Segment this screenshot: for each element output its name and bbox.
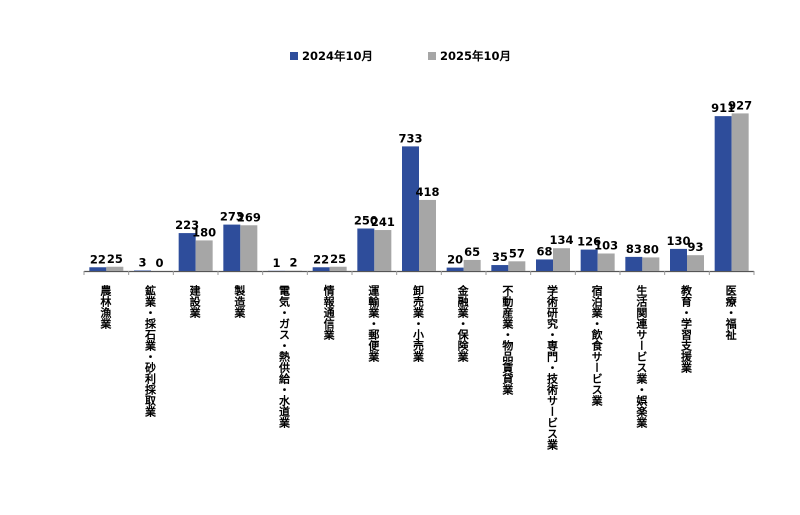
legend-swatch (428, 52, 436, 60)
bar (374, 230, 391, 271)
category-label: 医療・福祉 (724, 285, 738, 341)
data-label: 134 (549, 233, 573, 247)
category-label: 電気・ガス・熱供給・水道業 (278, 285, 292, 429)
data-label: 83 (626, 242, 642, 256)
bar (89, 267, 106, 271)
bar (313, 267, 330, 271)
bar (715, 116, 732, 271)
category-label: 情報通信業 (322, 284, 336, 341)
data-label: 93 (687, 240, 703, 254)
bar (553, 248, 570, 271)
data-label: 20 (447, 253, 463, 267)
data-label: 35 (492, 250, 508, 264)
data-label: 1 (272, 256, 280, 270)
category-label: 鉱業・採石業・砂利採取業 (144, 284, 158, 418)
bar (625, 257, 642, 271)
bar (240, 225, 257, 271)
legend-label: 2024年10月 (302, 49, 373, 63)
data-label: 25 (107, 252, 123, 266)
category-label: 不動産業・物品賃貸業 (501, 285, 515, 396)
data-label: 733 (398, 131, 422, 145)
bar (536, 259, 553, 271)
data-label: 0 (155, 256, 163, 270)
data-label: 269 (237, 210, 261, 224)
legend-label: 2025年10月 (440, 49, 511, 63)
bar (642, 257, 659, 271)
bar (106, 267, 123, 271)
bar (508, 261, 525, 271)
data-label: 103 (594, 238, 618, 252)
data-label: 241 (371, 215, 395, 229)
category-label: 金融業・保険業 (456, 284, 470, 363)
data-label: 57 (509, 246, 525, 260)
data-label: 22 (90, 252, 106, 266)
bar (491, 265, 508, 271)
bar (330, 267, 347, 271)
category-label: 運輸業・郵便業 (367, 285, 381, 363)
bar (402, 146, 419, 271)
bar (687, 255, 704, 271)
data-label: 2 (289, 256, 297, 270)
category-label: 教育・学習支援業 (680, 284, 694, 374)
bar (196, 240, 213, 271)
data-label: 25 (330, 252, 346, 266)
category-label: 農林漁業 (99, 284, 113, 330)
data-label: 3 (138, 255, 146, 269)
bar (598, 253, 615, 271)
bar (732, 113, 749, 271)
data-label: 180 (192, 225, 216, 239)
data-label: 22 (313, 252, 329, 266)
bar (223, 225, 240, 271)
bar (447, 268, 464, 271)
data-label: 80 (643, 242, 659, 256)
category-label: 製造業 (233, 284, 247, 319)
bar (464, 260, 481, 271)
category-label: 宿泊業・飲食サービス業 (590, 284, 604, 407)
bar (134, 270, 151, 271)
category-label: 卸売業・小売業 (412, 284, 426, 363)
bar (419, 200, 436, 271)
category-label: 学術研究・専門・技術サービス業 (546, 284, 560, 451)
bar (357, 229, 374, 272)
legend-swatch (290, 52, 298, 60)
data-label: 65 (464, 245, 480, 259)
bar (581, 250, 598, 271)
bar (670, 249, 687, 271)
data-label: 927 (728, 98, 752, 112)
category-label: 建設業 (188, 284, 202, 319)
category-label: 生活関連サービス業・娯楽業 (635, 284, 649, 429)
data-label: 418 (415, 185, 439, 199)
